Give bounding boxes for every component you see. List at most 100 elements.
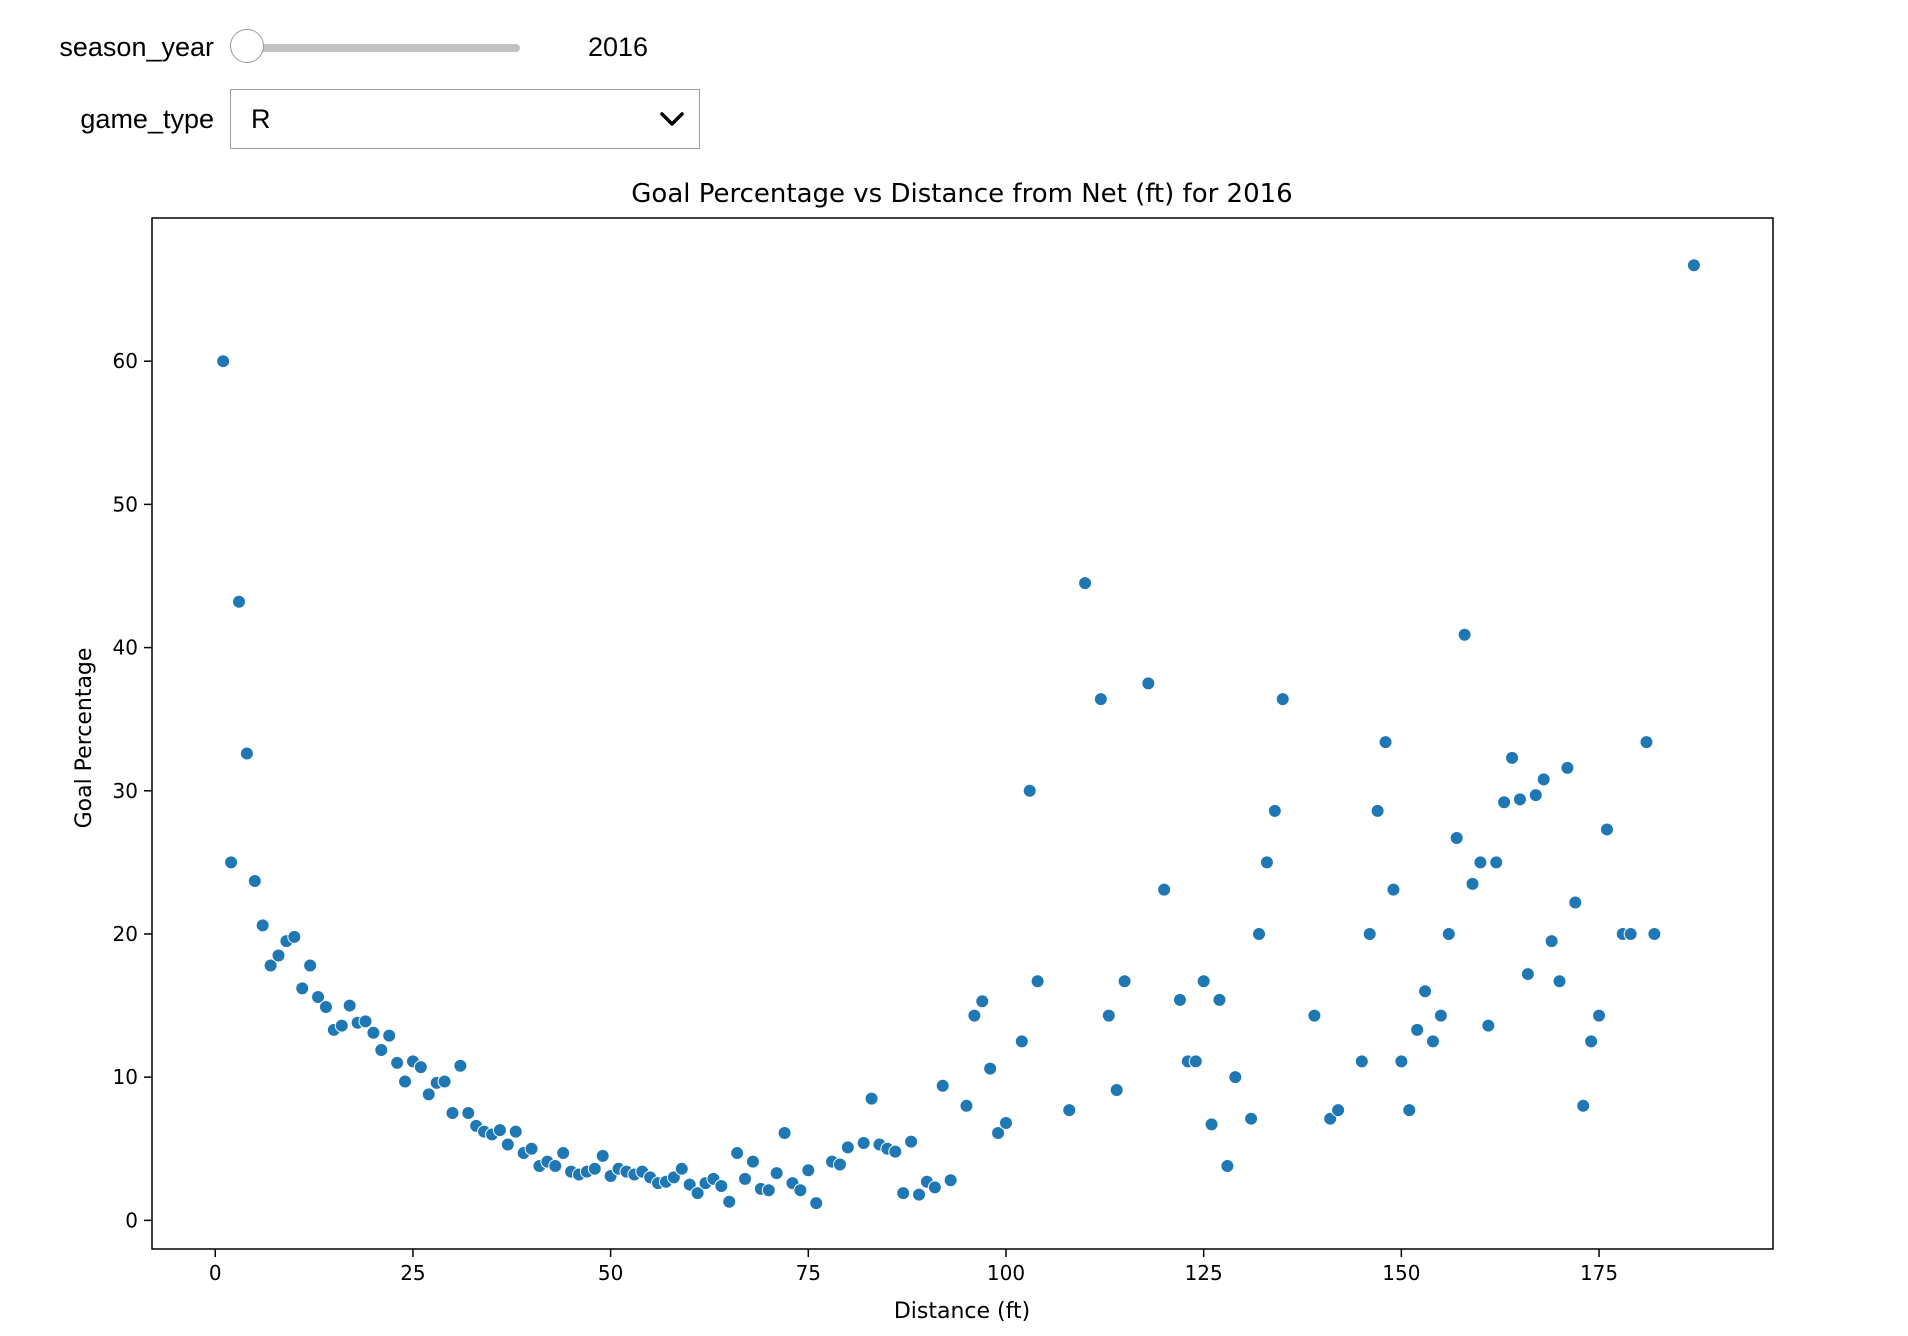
data-point xyxy=(904,1134,919,1149)
data-point xyxy=(809,1196,824,1211)
data-point xyxy=(1267,803,1282,818)
data-point xyxy=(445,1105,460,1120)
data-point xyxy=(777,1126,792,1141)
data-point xyxy=(1331,1103,1346,1118)
data-point xyxy=(927,1180,942,1195)
season-year-slider[interactable] xyxy=(230,27,520,67)
data-point xyxy=(967,1008,982,1023)
data-point xyxy=(1410,1022,1425,1037)
data-point xyxy=(1449,831,1464,846)
data-point xyxy=(437,1074,452,1089)
data-point xyxy=(1402,1103,1417,1118)
data-point xyxy=(1394,1054,1409,1069)
data-point xyxy=(492,1123,507,1138)
data-point xyxy=(398,1074,413,1089)
data-point xyxy=(1228,1070,1243,1085)
data-point xyxy=(722,1194,737,1209)
data-point xyxy=(239,746,254,761)
data-point xyxy=(311,989,326,1004)
x-tick-label: 125 xyxy=(1185,1261,1223,1285)
data-point xyxy=(1544,934,1559,949)
data-point xyxy=(1093,692,1108,707)
data-point xyxy=(1109,1083,1124,1098)
data-point xyxy=(1433,1008,1448,1023)
data-point xyxy=(1560,760,1575,775)
scatter-chart: Goal Percentage vs Distance from Net (ft… xyxy=(72,179,1774,1324)
y-tick-label: 40 xyxy=(113,636,138,660)
y-tick-label: 20 xyxy=(113,922,138,946)
data-point xyxy=(1323,1111,1338,1126)
data-point xyxy=(761,1183,776,1198)
data-point xyxy=(1576,1098,1591,1113)
data-point xyxy=(1030,974,1045,989)
data-point xyxy=(1441,926,1456,941)
slider-track[interactable] xyxy=(248,44,520,52)
data-point xyxy=(1370,803,1385,818)
data-point xyxy=(935,1078,950,1093)
x-tick-label: 100 xyxy=(987,1261,1025,1285)
data-point xyxy=(524,1141,539,1156)
data-point xyxy=(975,994,990,1009)
game-type-widget: game_type R xyxy=(0,88,700,150)
data-point xyxy=(991,1126,1006,1141)
x-tick-label: 175 xyxy=(1580,1261,1618,1285)
data-point xyxy=(224,855,239,870)
data-point xyxy=(548,1158,563,1173)
season-year-label: season_year xyxy=(59,31,214,62)
data-point xyxy=(738,1171,753,1186)
x-tick-label: 25 xyxy=(400,1261,425,1285)
chart-container: Goal Percentage vs Distance from Net (ft… xyxy=(0,160,1908,1336)
data-point xyxy=(745,1154,760,1169)
data-point xyxy=(832,1157,847,1172)
game-type-dropdown[interactable]: R xyxy=(230,89,700,149)
x-axis-label: Distance (ft) xyxy=(894,1299,1030,1324)
data-point xyxy=(231,594,246,609)
data-point xyxy=(1078,576,1093,591)
data-point xyxy=(1275,692,1290,707)
data-point xyxy=(1220,1158,1235,1173)
data-point xyxy=(1623,926,1638,941)
data-point xyxy=(983,1061,998,1076)
data-point xyxy=(682,1177,697,1192)
data-point xyxy=(888,1144,903,1159)
data-point xyxy=(374,1042,389,1057)
data-point xyxy=(1014,1034,1029,1049)
data-point xyxy=(1497,795,1512,810)
chart-title: Goal Percentage vs Distance from Net (ft… xyxy=(631,179,1292,209)
data-point xyxy=(1062,1103,1077,1118)
data-point xyxy=(1584,1034,1599,1049)
data-point xyxy=(382,1028,397,1043)
data-point xyxy=(912,1187,927,1202)
data-point xyxy=(1362,926,1377,941)
data-point xyxy=(1686,258,1701,273)
data-point xyxy=(1473,855,1488,870)
data-point xyxy=(1117,974,1132,989)
data-point xyxy=(856,1136,871,1151)
data-point xyxy=(1386,882,1401,897)
data-point xyxy=(1212,992,1227,1007)
data-point xyxy=(1022,783,1037,798)
data-point xyxy=(674,1161,689,1176)
data-point xyxy=(1457,627,1472,642)
data-point xyxy=(318,1000,333,1015)
data-point xyxy=(595,1148,610,1163)
data-point xyxy=(1259,855,1274,870)
data-point xyxy=(1418,984,1433,999)
data-point xyxy=(840,1140,855,1155)
data-point xyxy=(1425,1034,1440,1049)
data-point xyxy=(1592,1008,1607,1023)
data-point xyxy=(421,1087,436,1102)
data-point xyxy=(247,873,262,888)
data-point xyxy=(1552,974,1567,989)
data-point xyxy=(216,354,231,369)
data-point xyxy=(1599,822,1614,837)
data-point xyxy=(366,1025,381,1040)
data-point xyxy=(334,1018,349,1033)
data-point xyxy=(461,1105,476,1120)
slider-handle[interactable] xyxy=(230,29,264,63)
data-point xyxy=(730,1146,745,1161)
data-point xyxy=(1505,750,1520,765)
data-point xyxy=(342,998,357,1013)
data-point xyxy=(263,958,278,973)
data-point xyxy=(666,1170,681,1185)
